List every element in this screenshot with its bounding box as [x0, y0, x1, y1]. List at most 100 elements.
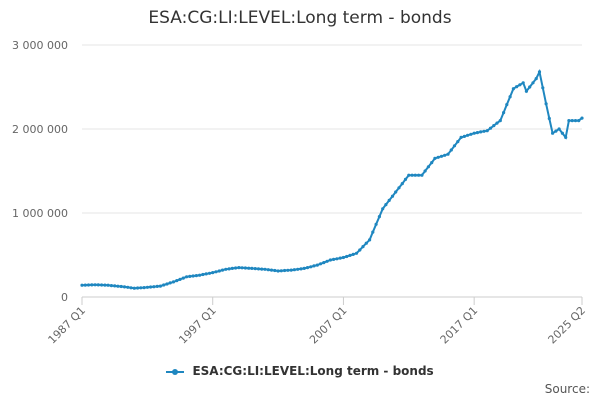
data-point[interactable]	[220, 268, 225, 272]
data-point[interactable]	[319, 262, 323, 266]
data-point[interactable]	[531, 81, 535, 85]
data-point[interactable]	[371, 230, 375, 234]
data-point[interactable]	[256, 267, 261, 271]
data-point[interactable]	[191, 274, 195, 278]
data-point[interactable]	[175, 279, 179, 283]
data-point[interactable]	[132, 286, 136, 290]
data-point[interactable]	[580, 116, 584, 120]
data-point[interactable]	[459, 135, 463, 139]
data-point[interactable]	[400, 182, 404, 186]
data-point[interactable]	[237, 266, 241, 270]
data-point[interactable]	[188, 274, 192, 278]
data-point[interactable]	[482, 129, 486, 133]
data-point[interactable]	[96, 283, 100, 287]
data-point[interactable]	[312, 264, 316, 268]
data-point[interactable]	[560, 131, 565, 135]
data-point[interactable]	[449, 148, 453, 152]
data-point[interactable]	[168, 281, 172, 285]
data-point[interactable]	[322, 261, 326, 265]
data-point[interactable]	[485, 129, 489, 133]
legend[interactable]: ESA:CG:LI:LEVEL:Long term - bonds	[0, 364, 600, 378]
data-point[interactable]	[243, 266, 247, 270]
data-point[interactable]	[495, 121, 499, 125]
data-point[interactable]	[106, 283, 110, 287]
data-point[interactable]	[341, 255, 345, 260]
data-point[interactable]	[122, 285, 127, 289]
data-point[interactable]	[430, 161, 434, 165]
data-point[interactable]	[302, 266, 306, 270]
data-point[interactable]	[217, 269, 221, 273]
data-point[interactable]	[505, 103, 509, 107]
data-point[interactable]	[567, 119, 571, 123]
data-point[interactable]	[227, 267, 231, 271]
data-point[interactable]	[263, 267, 267, 271]
data-point[interactable]	[551, 131, 555, 135]
data-point[interactable]	[488, 126, 493, 130]
data-point[interactable]	[204, 272, 208, 276]
data-point[interactable]	[407, 173, 411, 177]
data-point[interactable]	[358, 248, 362, 252]
data-point[interactable]	[325, 259, 329, 263]
data-point[interactable]	[508, 95, 512, 99]
data-point[interactable]	[158, 284, 162, 288]
data-point[interactable]	[351, 252, 355, 256]
data-point[interactable]	[423, 169, 427, 173]
data-point[interactable]	[328, 258, 332, 262]
data-point[interactable]	[570, 119, 574, 123]
data-point[interactable]	[387, 198, 391, 202]
data-point[interactable]	[534, 77, 538, 81]
data-point[interactable]	[269, 268, 274, 272]
data-point[interactable]	[479, 130, 483, 134]
data-point[interactable]	[469, 132, 473, 136]
data-point[interactable]	[452, 144, 457, 148]
data-point[interactable]	[472, 131, 476, 135]
data-point[interactable]	[299, 267, 303, 271]
data-point[interactable]	[86, 283, 91, 287]
data-point[interactable]	[518, 83, 522, 87]
data-point[interactable]	[126, 285, 130, 289]
data-point[interactable]	[283, 268, 287, 273]
data-point[interactable]	[109, 284, 113, 288]
data-point[interactable]	[224, 267, 228, 271]
data-point[interactable]	[250, 266, 254, 270]
data-point[interactable]	[554, 129, 558, 133]
data-point[interactable]	[136, 286, 140, 290]
data-point[interactable]	[214, 270, 218, 274]
data-point[interactable]	[119, 284, 123, 289]
data-point[interactable]	[335, 257, 339, 261]
data-point[interactable]	[178, 277, 182, 281]
data-point[interactable]	[557, 127, 561, 131]
data-point[interactable]	[100, 283, 104, 287]
data-point[interactable]	[524, 89, 529, 93]
data-point[interactable]	[413, 173, 417, 177]
data-point[interactable]	[417, 173, 421, 177]
data-point[interactable]	[475, 131, 479, 135]
data-point[interactable]	[289, 268, 293, 272]
data-point[interactable]	[113, 284, 117, 288]
data-point[interactable]	[260, 267, 264, 271]
data-point[interactable]	[338, 256, 342, 260]
data-point[interactable]	[171, 280, 176, 284]
data-point[interactable]	[162, 283, 166, 287]
data-point[interactable]	[384, 203, 388, 207]
data-point[interactable]	[426, 165, 430, 169]
data-point[interactable]	[211, 271, 215, 275]
data-point[interactable]	[286, 268, 290, 272]
data-point[interactable]	[456, 140, 460, 144]
data-point[interactable]	[139, 286, 143, 290]
data-point[interactable]	[361, 245, 365, 249]
data-point[interactable]	[377, 215, 381, 219]
data-point[interactable]	[397, 186, 401, 190]
data-point[interactable]	[234, 266, 238, 270]
data-point[interactable]	[511, 87, 515, 91]
data-point[interactable]	[462, 134, 466, 138]
data-point[interactable]	[374, 222, 378, 226]
data-point[interactable]	[279, 269, 283, 273]
data-point[interactable]	[403, 177, 408, 181]
data-point[interactable]	[116, 284, 120, 288]
data-point[interactable]	[273, 268, 277, 273]
data-point[interactable]	[315, 263, 319, 267]
data-point[interactable]	[573, 119, 578, 123]
data-point[interactable]	[253, 267, 257, 271]
data-point[interactable]	[296, 267, 300, 271]
